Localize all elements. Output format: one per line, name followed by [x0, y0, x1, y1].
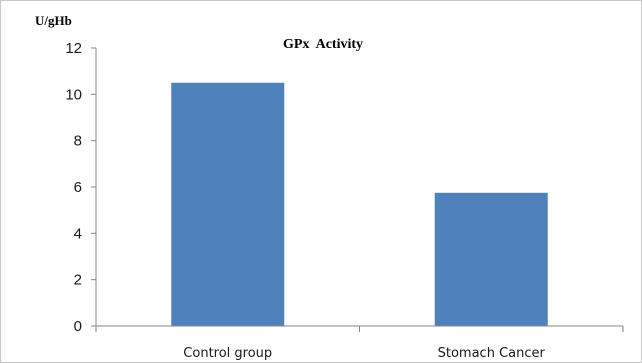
category-labels: Control group Stomach Cancer: [183, 346, 545, 361]
y-tick-label: 2: [74, 272, 82, 289]
y-tick-label: 0: [74, 318, 82, 335]
x-category-label: Stomach Cancer: [438, 346, 546, 361]
y-axis-ticks: 0 2 4 6 8 10 12: [65, 40, 96, 335]
y-tick-label: 4: [74, 225, 82, 242]
x-category-label: Control group: [183, 346, 272, 361]
y-tick-label: 10: [65, 86, 82, 103]
y-tick-label: 12: [65, 40, 82, 57]
bar-stomach-cancer: [434, 192, 548, 326]
chart-title: GPx Activity: [283, 37, 363, 52]
axes: [95, 48, 624, 332]
y-axis-label: U/gHb: [35, 13, 72, 28]
y-tick-label: 6: [74, 179, 82, 196]
bar-control-group: [171, 82, 285, 326]
bars: [171, 82, 548, 326]
y-tick-label: 8: [74, 133, 82, 150]
